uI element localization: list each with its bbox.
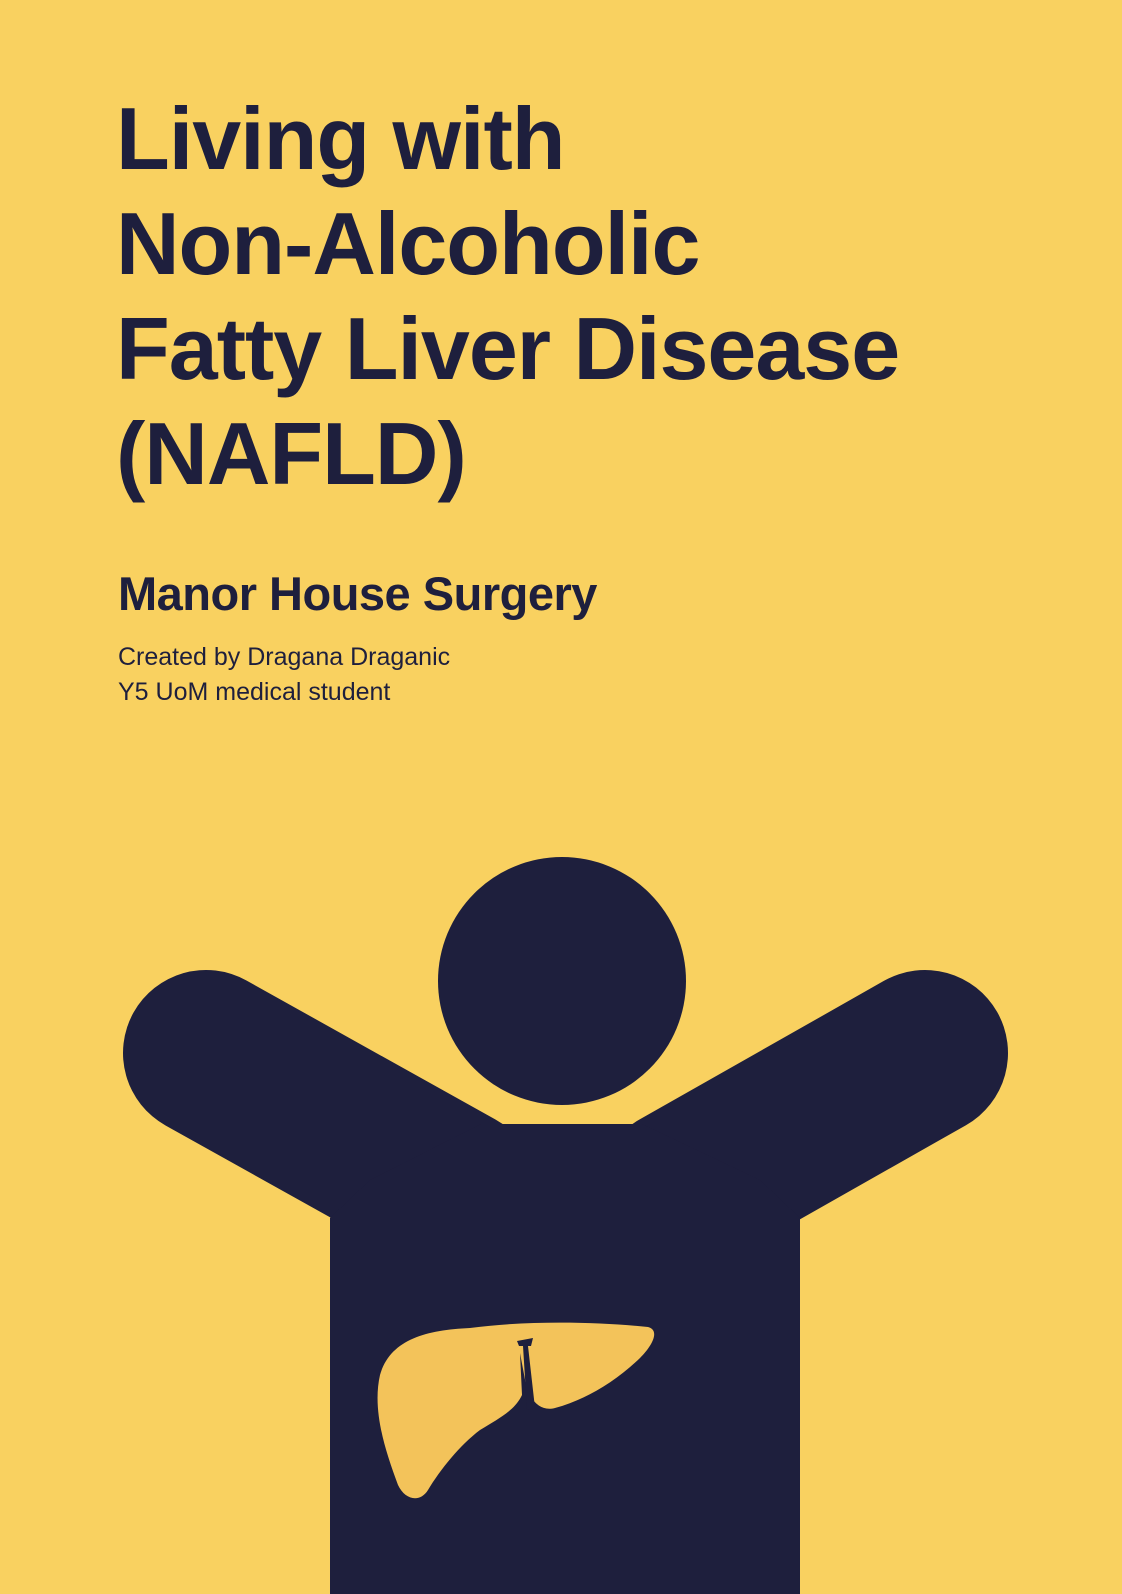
title-line-2: Non-Alcoholic [116, 194, 700, 293]
title-line-3: Fatty Liver Disease [116, 299, 900, 398]
liver-shape [377, 1322, 655, 1499]
practice-name: Manor House Surgery [118, 567, 597, 620]
liver-ligament-shape [517, 1338, 535, 1410]
head-shape [438, 857, 686, 1105]
author-line: Created by Dragana Draganic [118, 643, 451, 671]
title-line-1: Living with [116, 89, 566, 188]
title-line-4: (NAFLD) [116, 404, 467, 503]
liver-icon [377, 1322, 655, 1499]
credits: Created by Dragana Draganic Y5 UoM medic… [118, 640, 450, 710]
cover-title: Living with Non-Alcoholic Fatty Liver Di… [116, 86, 1016, 506]
author-role: Y5 UoM medical student [118, 678, 391, 706]
